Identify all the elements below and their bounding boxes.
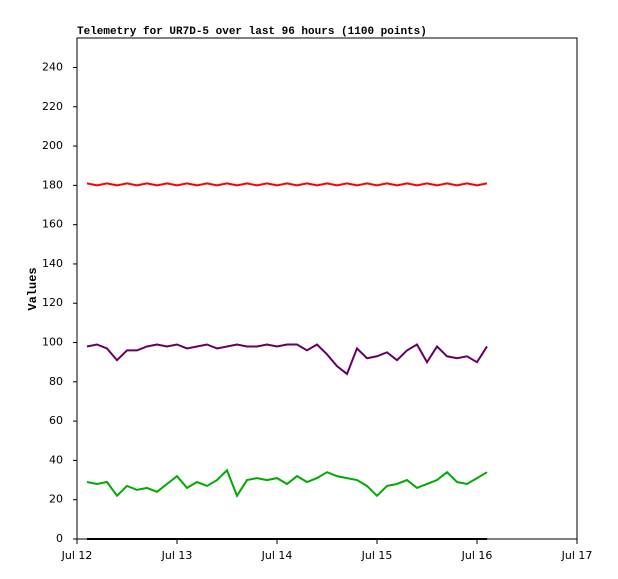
y-tick-label: 80	[49, 375, 63, 388]
y-tick-label: 220	[42, 100, 63, 113]
series-line	[86, 468, 488, 498]
chart-title: Telemetry for UR7D-5 over last 96 hours …	[77, 26, 427, 38]
y-tick-label: 180	[42, 178, 63, 191]
y-tick-label: 0	[56, 532, 63, 545]
y-tick-label: 140	[42, 257, 63, 270]
y-tick-label: 120	[42, 296, 63, 309]
y-tick-label: 240	[42, 60, 63, 73]
y-tick-label: 160	[42, 218, 63, 231]
series-line	[86, 343, 488, 376]
y-tick-label: 40	[49, 453, 63, 466]
y-axis-label: Values	[26, 267, 40, 310]
x-tick-label: Jul 14	[261, 549, 293, 562]
y-tick-label: 20	[49, 493, 63, 506]
x-tick-label: Jul 16	[461, 549, 493, 562]
x-tick-label: Jul 17	[561, 549, 593, 562]
y-tick-label: 200	[42, 139, 63, 152]
plot-frame	[76, 37, 578, 540]
series-line	[86, 182, 488, 187]
y-tick-label: 100	[42, 336, 63, 349]
x-tick-label: Jul 12	[61, 549, 93, 562]
x-tick-label: Jul 13	[161, 549, 193, 562]
x-tick-label: Jul 15	[361, 549, 393, 562]
y-tick-label: 60	[49, 414, 63, 427]
